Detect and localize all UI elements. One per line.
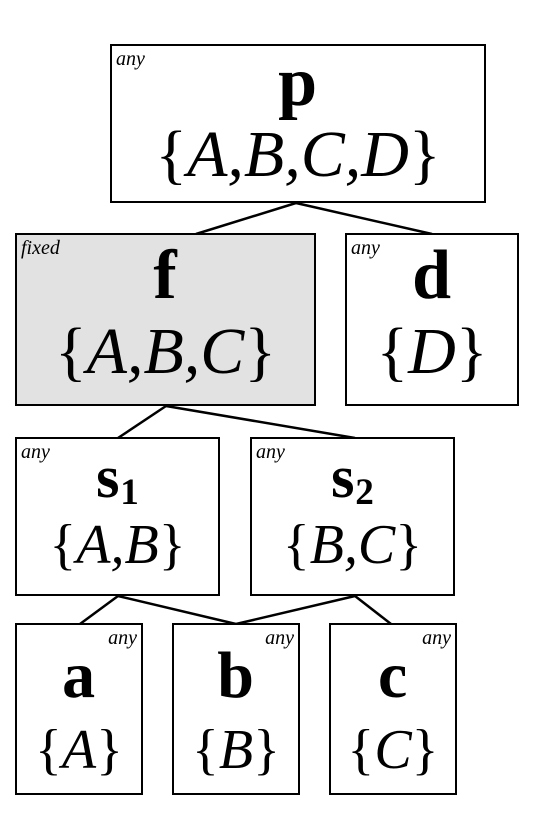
- edge-p-d: [295, 201, 433, 236]
- node-name: s2: [331, 444, 374, 513]
- node-tag: any: [351, 237, 380, 259]
- node-d: any d {D}: [345, 233, 519, 406]
- node-tag: any: [265, 627, 294, 649]
- node-c: any c {C}: [329, 623, 457, 795]
- edge-p-f: [195, 201, 297, 236]
- edge-s2-b: [235, 594, 356, 626]
- edge-s1-a: [79, 594, 119, 626]
- node-set: {B,C}: [282, 514, 423, 576]
- node-tag: any: [256, 441, 285, 463]
- node-tag: any: [108, 627, 137, 649]
- node-name: f: [153, 237, 177, 314]
- node-tag: any: [422, 627, 451, 649]
- node-p: any p {A,B,C,D}: [110, 44, 486, 203]
- node-a: any a {A}: [15, 623, 143, 795]
- node-b: any b {B}: [172, 623, 300, 795]
- node-f: fixed f {A,B,C}: [15, 233, 316, 406]
- node-name: c: [377, 639, 408, 712]
- edge-f-s2: [165, 404, 356, 440]
- node-name: b: [217, 639, 254, 712]
- node-set: {A,B}: [49, 514, 186, 576]
- node-tag: fixed: [21, 237, 60, 259]
- node-set: {A,B,C,D}: [155, 118, 441, 191]
- node-set: {D}: [376, 315, 488, 388]
- node-name: d: [412, 237, 452, 314]
- node-name: s1: [96, 444, 139, 513]
- node-name: a: [62, 639, 96, 712]
- node-s2: any s2 {B,C}: [250, 437, 455, 596]
- node-s1: any s1 {A,B}: [15, 437, 220, 596]
- node-set: {A,B,C}: [54, 315, 277, 388]
- edge-f-s1: [117, 404, 167, 440]
- node-set: {C}: [347, 719, 439, 781]
- node-name: p: [278, 44, 318, 121]
- node-set: {B}: [192, 719, 280, 781]
- node-set: {A}: [35, 719, 123, 781]
- edge-s2-c: [354, 595, 392, 625]
- node-tag: any: [116, 48, 145, 70]
- node-tag: any: [21, 441, 50, 463]
- edge-s1-b: [117, 594, 237, 626]
